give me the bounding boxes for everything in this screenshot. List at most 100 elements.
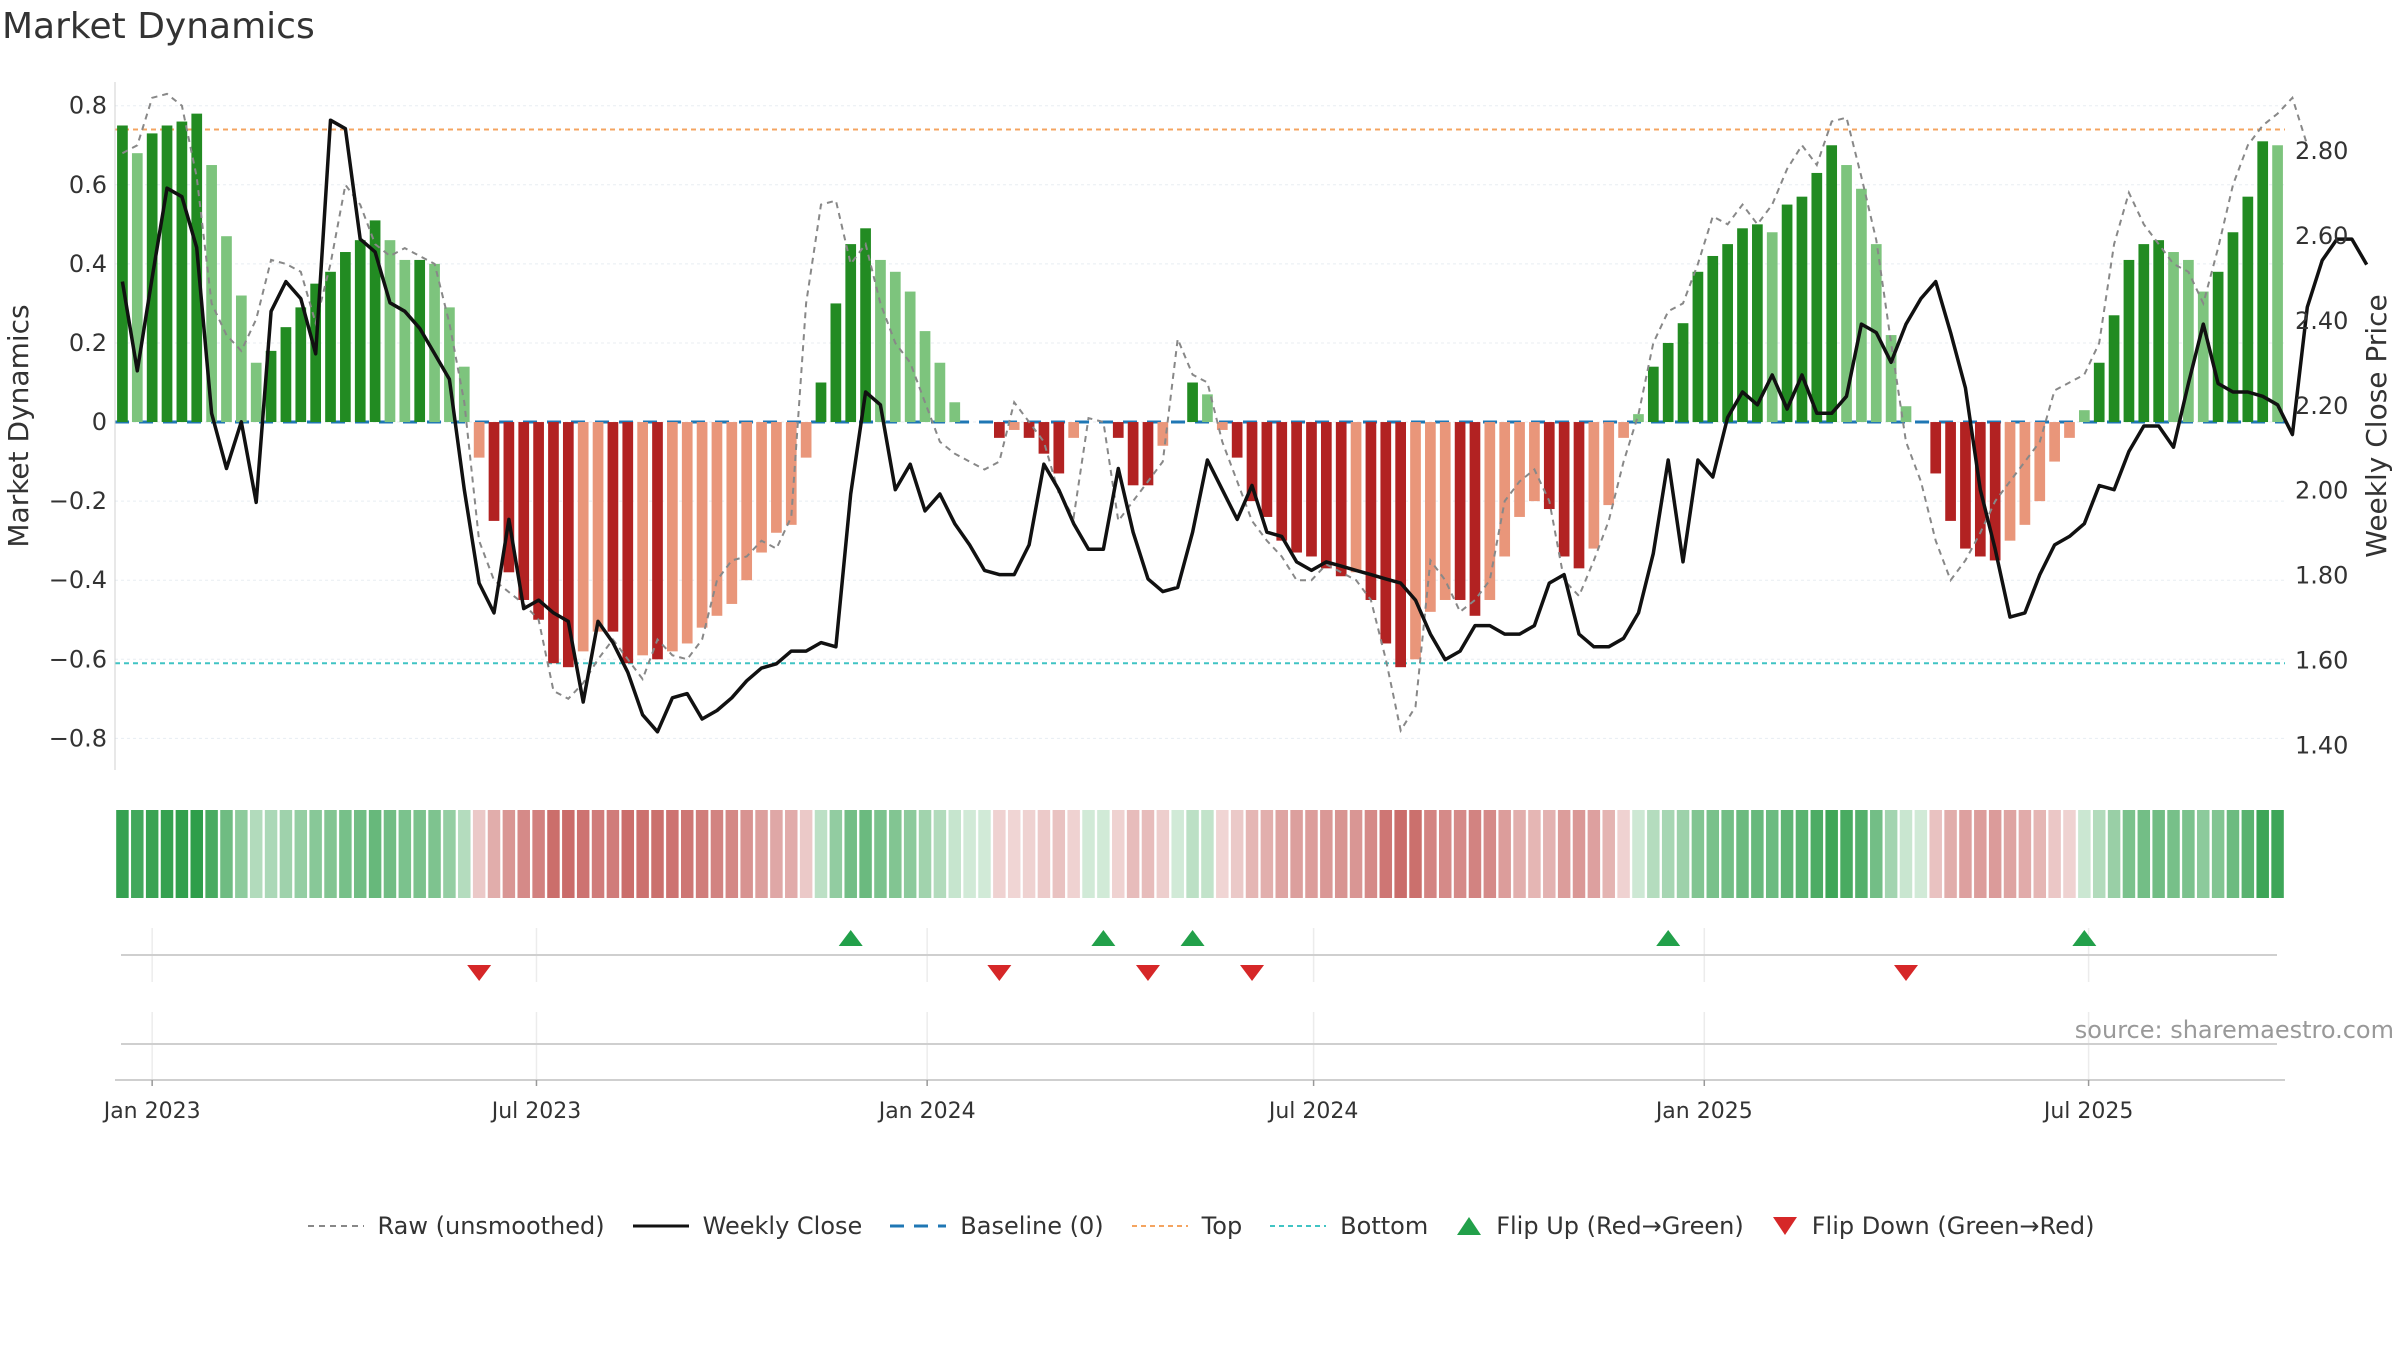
y-tick-label: 0.4 <box>69 250 107 278</box>
legend-close-label: Weekly Close <box>702 1212 863 1240</box>
md-bar <box>1425 422 1436 612</box>
md-bar <box>1662 342 1674 423</box>
md-bar <box>1945 422 1956 521</box>
md-bar <box>1514 422 1525 517</box>
md-bar <box>681 422 693 644</box>
regime-strip-cell <box>175 810 189 898</box>
md-bar <box>993 422 1005 438</box>
legend-close[interactable]: Weekly Close <box>631 1212 863 1240</box>
regime-strip-cell <box>785 810 798 898</box>
flip-up-marker <box>1180 930 1205 946</box>
axis-labels: Market Dynamics Weekly Close Price <box>2 294 2393 557</box>
legend-flip-up[interactable]: Flip Up (Red→Green) <box>1454 1212 1744 1240</box>
md-bar <box>785 422 797 525</box>
md-bar <box>2064 422 2075 438</box>
regime-strip-cell <box>1825 810 1838 898</box>
regime-strip-cell <box>235 810 248 898</box>
md-bar <box>1038 422 1050 454</box>
y-tick-label: −0.2 <box>49 487 107 515</box>
regime-strip-cell <box>413 810 426 898</box>
md-bar <box>949 402 961 423</box>
regime-strip-cell <box>1097 810 1110 898</box>
md-bar <box>1112 422 1124 438</box>
regime-strip-cell <box>517 810 530 898</box>
md-bar <box>295 307 307 423</box>
legend-baseline-label: Baseline (0) <box>960 1212 1104 1240</box>
regime-strip-cell <box>1676 810 1690 898</box>
regime-strip-cell <box>502 810 516 898</box>
regime-strip-cell <box>205 810 218 898</box>
flip-up-marker <box>838 930 863 946</box>
md-bar <box>369 220 381 423</box>
regime-strip-cell <box>1320 810 1333 898</box>
regime-strip-cell <box>2182 810 2195 898</box>
md-bar <box>414 259 426 423</box>
md-bar <box>444 307 455 423</box>
legend-top[interactable]: Top <box>1130 1212 1242 1240</box>
md-bar <box>1930 422 1942 474</box>
md-bar <box>934 362 946 423</box>
md-bar <box>265 350 277 423</box>
regime-strip-cell <box>2048 810 2061 898</box>
regime-strip-cell <box>1691 810 1705 898</box>
legend-flip-down[interactable]: Flip Down (Green→Red) <box>1770 1212 2095 1240</box>
md-bar <box>1766 232 1778 423</box>
md-bar <box>800 422 812 458</box>
regime-strip-cell <box>1216 810 1229 898</box>
bar-series <box>117 113 2283 668</box>
flip-up-icon <box>1457 1217 1482 1235</box>
regime-strip-cell <box>918 810 932 898</box>
md-bar <box>1276 422 1288 541</box>
regime-strip-cell <box>1810 810 1824 898</box>
regime-strip-cell <box>725 810 739 898</box>
flip-down-marker <box>987 965 1012 981</box>
regime-strip-cell <box>1602 810 1615 898</box>
md-bar <box>1796 196 1808 423</box>
legend: Raw (unsmoothed) Weekly Close Baseline (… <box>0 1212 2400 1240</box>
source-note: source: sharemaestro.com <box>2074 1016 2394 1044</box>
regime-strip-cell <box>1557 810 1571 898</box>
md-bar <box>1008 422 1020 430</box>
legend-bottom[interactable]: Bottom <box>1268 1212 1428 1240</box>
y2-axis-title: Weekly Close Price <box>2360 294 2393 557</box>
md-bar <box>1350 422 1362 573</box>
regime-strip-cell <box>2152 810 2165 898</box>
regime-strip-cell <box>1394 810 1407 898</box>
legend-raw[interactable]: Raw (unsmoothed) <box>306 1212 605 1240</box>
md-bar <box>1618 422 1629 438</box>
regime-strip-cell <box>1305 810 1318 898</box>
md-bar <box>1410 422 1421 660</box>
y2-tick-label: 2.80 <box>2295 137 2348 165</box>
regime-strip-cell <box>636 810 649 898</box>
md-bar <box>548 422 559 664</box>
md-bar <box>1306 422 1317 557</box>
regime-strip-cell <box>1855 810 1868 898</box>
md-bar <box>592 422 604 632</box>
md-bar <box>637 422 648 656</box>
regime-strip-cell <box>1483 810 1497 898</box>
md-bar <box>860 228 871 423</box>
regime-strip-cell <box>1438 810 1452 898</box>
raw-line <box>121 92 2309 734</box>
regime-strip-cell <box>1572 810 1586 898</box>
regime-strip-cell <box>1379 810 1393 898</box>
md-bar <box>2123 259 2135 423</box>
md-bar <box>488 422 500 521</box>
md-bar <box>875 259 886 423</box>
legend-baseline[interactable]: Baseline (0) <box>888 1212 1104 1240</box>
regime-strip-cell <box>1617 810 1630 898</box>
regime-strip-cell <box>190 810 203 898</box>
regime-strip-cell <box>2107 810 2121 898</box>
flip-down-marker <box>1135 965 1160 981</box>
regime-strip-cell <box>1736 810 1749 898</box>
md-bar <box>1885 335 1897 423</box>
regime-strip-cell <box>1082 810 1095 898</box>
regime-strip-cell <box>131 810 144 898</box>
regime-strip-cell <box>2078 810 2091 898</box>
md-bar <box>1826 145 1838 423</box>
regime-strip-cell <box>770 810 783 898</box>
md-bar <box>1216 422 1228 430</box>
md-bar <box>1395 422 1407 668</box>
regime-strip-cell <box>695 810 709 898</box>
regime-strip-cell <box>1780 810 1794 898</box>
